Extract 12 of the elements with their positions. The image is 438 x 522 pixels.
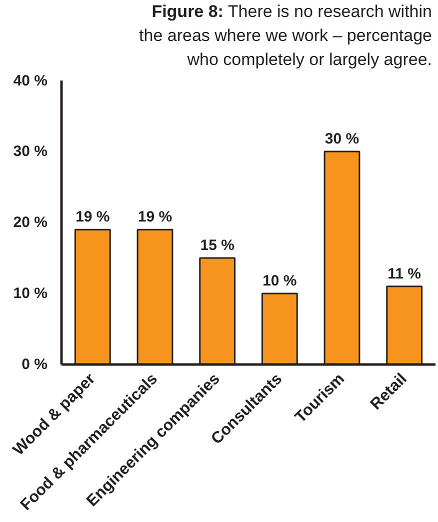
y-tick-label: 20 %: [13, 214, 48, 231]
y-tick-label: 30 %: [13, 143, 48, 160]
data-label: 19 %: [138, 208, 172, 226]
data-label: 11 %: [388, 265, 422, 282]
data-label: 10 %: [262, 272, 297, 290]
y-tick-label: 10 %: [13, 285, 48, 302]
y-tick-label: 0 %: [22, 356, 48, 373]
data-label: 30 %: [324, 130, 360, 148]
y-tick-label: 40 %: [13, 72, 48, 90]
data-label: 15 %: [200, 237, 234, 254]
chart-title: Figure 8:: [152, 2, 224, 21]
data-label: 19 %: [76, 208, 110, 226]
